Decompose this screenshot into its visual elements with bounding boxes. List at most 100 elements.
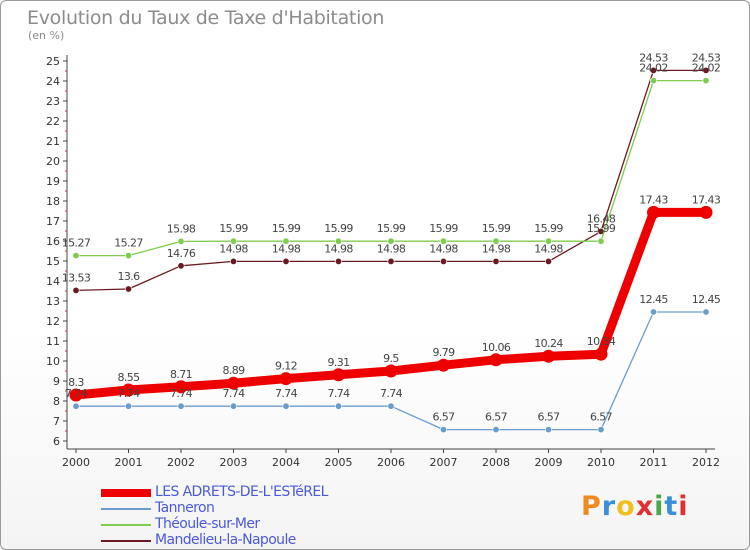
x-tick-label: 2001 bbox=[115, 456, 143, 469]
legend-item-0: LES ADRETS-DE-L'ESTéREL bbox=[101, 484, 401, 501]
data-label-2: 15.98 bbox=[167, 222, 196, 235]
legend-item-1: Tanneron bbox=[101, 500, 401, 517]
data-label-0: 8.89 bbox=[222, 364, 245, 377]
y-tick-label: 22 bbox=[46, 115, 60, 128]
legend-swatch bbox=[101, 489, 151, 497]
data-label-2: 15.27 bbox=[114, 237, 143, 250]
data-label-1: 7.74 bbox=[222, 387, 245, 400]
series-point-0 bbox=[122, 383, 135, 397]
series-point-1 bbox=[544, 426, 552, 434]
chart-title: Evolution du Taux de Taxe d'Habitation bbox=[27, 7, 385, 29]
series-point-1 bbox=[72, 402, 80, 410]
chart-unit: (en %) bbox=[28, 29, 65, 42]
series-point-1 bbox=[334, 402, 342, 410]
y-tick-label: 23 bbox=[46, 95, 60, 108]
logo-letter: t bbox=[664, 491, 679, 522]
series-point-0 bbox=[594, 347, 608, 361]
x-tick-label: 2003 bbox=[220, 456, 248, 469]
series-point-0 bbox=[279, 372, 293, 386]
series-point-2 bbox=[177, 237, 185, 245]
series-point-3 bbox=[439, 257, 447, 265]
data-label-2: 15.99 bbox=[324, 222, 353, 235]
y-tick-label: 10 bbox=[46, 355, 60, 368]
y-tick-label: 14 bbox=[46, 275, 60, 288]
y-tick-label: 15 bbox=[46, 255, 60, 268]
logo-letter: r bbox=[601, 491, 617, 522]
data-label-3: 14.98 bbox=[429, 242, 458, 255]
series-point-2 bbox=[125, 252, 133, 260]
data-label-1: 7.74 bbox=[170, 387, 193, 400]
series-point-1 bbox=[492, 426, 500, 434]
x-tick-label: 2009 bbox=[535, 456, 563, 469]
series-point-1 bbox=[125, 402, 133, 410]
x-tick-label: 2010 bbox=[587, 456, 615, 469]
series-point-0 bbox=[437, 358, 450, 372]
series-point-3 bbox=[230, 257, 238, 265]
data-label-1: 6.57 bbox=[485, 411, 508, 424]
series-point-0 bbox=[489, 353, 503, 367]
data-label-3: 13.6 bbox=[117, 270, 140, 283]
logo-letter: o bbox=[616, 491, 636, 522]
series-point-2 bbox=[230, 237, 238, 245]
data-label-2: 15.27 bbox=[62, 237, 91, 250]
data-label-1: 7.74 bbox=[380, 387, 403, 400]
series-point-3 bbox=[72, 286, 80, 294]
series-point-2 bbox=[492, 237, 500, 245]
legend-swatch bbox=[101, 508, 151, 510]
x-tick-label: 2006 bbox=[377, 456, 405, 469]
logo-letter: i bbox=[678, 491, 689, 522]
series-point-0 bbox=[174, 380, 188, 394]
series-point-3 bbox=[282, 257, 290, 265]
data-label-3: 14.98 bbox=[324, 242, 353, 255]
y-tick-label: 18 bbox=[46, 195, 60, 208]
data-label-0: 8.55 bbox=[117, 371, 140, 384]
x-tick-label: 2005 bbox=[325, 456, 353, 469]
x-tick-label: 2008 bbox=[482, 456, 510, 469]
series-point-2 bbox=[649, 77, 657, 85]
logo-letter: i bbox=[654, 491, 665, 522]
series-point-0 bbox=[384, 364, 398, 378]
logo-letter: x bbox=[635, 491, 655, 522]
data-label-3: 13.53 bbox=[62, 271, 91, 284]
data-label-1: 7.74 bbox=[327, 387, 350, 400]
data-label-0: 9.31 bbox=[327, 356, 349, 369]
y-tick-label: 6 bbox=[53, 435, 60, 448]
series-point-2 bbox=[282, 237, 290, 245]
data-label-2: 15.99 bbox=[482, 222, 511, 235]
series-point-1 bbox=[597, 426, 605, 434]
data-label-0: 17.43 bbox=[639, 193, 668, 206]
legend-label: Théoule-sur-Mer bbox=[155, 516, 260, 532]
y-tick-label: 19 bbox=[46, 175, 60, 188]
legend-item-3: Mandelieu-la-Napoule bbox=[101, 532, 401, 549]
legend-label: LES ADRETS-DE-L'ESTéREL bbox=[155, 484, 328, 500]
y-tick-label: 17 bbox=[46, 215, 60, 228]
y-tick-label: 11 bbox=[46, 335, 60, 348]
x-tick-label: 2012 bbox=[692, 456, 720, 469]
data-label-2: 24.02 bbox=[639, 62, 668, 75]
series-point-2 bbox=[387, 237, 395, 245]
series-point-0 bbox=[69, 388, 83, 402]
data-label-2: 24.02 bbox=[692, 62, 721, 75]
series-point-3 bbox=[387, 257, 395, 265]
series-point-0 bbox=[542, 349, 555, 363]
series-point-2 bbox=[334, 237, 342, 245]
data-label-2: 15.99 bbox=[219, 222, 248, 235]
y-tick-label: 24 bbox=[46, 75, 60, 88]
data-label-1: 6.57 bbox=[537, 411, 560, 424]
data-label-0: 8.71 bbox=[170, 368, 192, 381]
series-point-3 bbox=[492, 257, 500, 265]
series-point-3 bbox=[125, 285, 133, 293]
series-point-0 bbox=[332, 368, 345, 382]
legend-item-2: Théoule-sur-Mer bbox=[101, 516, 401, 533]
y-tick-label: 25 bbox=[46, 55, 60, 68]
series-point-1 bbox=[439, 426, 447, 434]
data-label-2: 15.99 bbox=[377, 222, 406, 235]
data-label-1: 12.45 bbox=[692, 293, 721, 306]
data-label-0: 9.5 bbox=[383, 352, 399, 365]
data-label-0: 9.12 bbox=[275, 360, 297, 373]
data-label-3: 16.48 bbox=[587, 212, 616, 225]
series-point-3 bbox=[702, 66, 710, 74]
data-label-3: 14.98 bbox=[377, 242, 406, 255]
data-label-3: 24.53 bbox=[692, 51, 721, 64]
